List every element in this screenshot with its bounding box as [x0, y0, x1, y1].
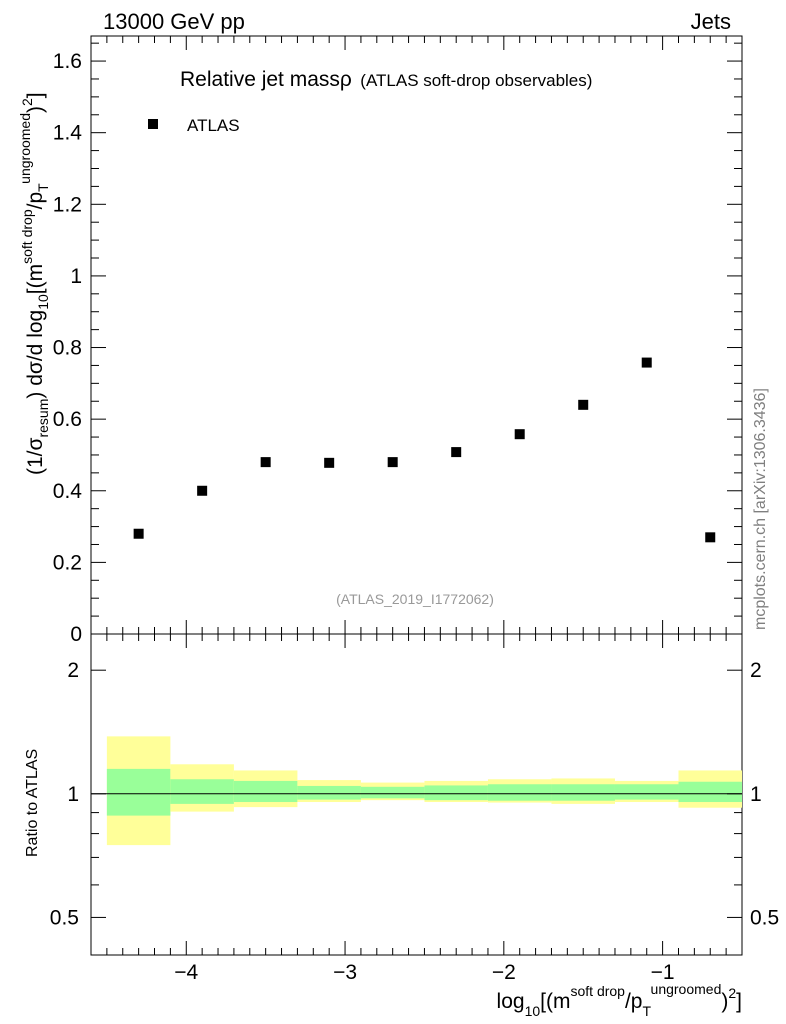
ratio-inner-band: [551, 784, 615, 801]
x-axis-label: log10[(msoft drop/pTungroomed)2]: [497, 981, 742, 1019]
header-left: 13000 GeV pp: [103, 9, 245, 34]
ratio-inner-band: [487, 784, 552, 801]
chart-title: Relative jet massρ (ATLAS soft-drop obse…: [180, 68, 592, 91]
ratio-inner-band: [678, 781, 742, 803]
ratio-y-tick-label-right: 2: [750, 659, 762, 682]
x-tick-label: −4: [174, 961, 198, 984]
x-axis-ticks: [90, 36, 743, 955]
ratio-y-tick-label-left: 2: [67, 659, 79, 682]
ratio-y-tick-labels: 0.5 0.5 1 1 2 2: [50, 659, 779, 929]
data-point: [514, 429, 525, 440]
ratio-y-axis-ticks: [91, 669, 742, 918]
data-point: [324, 457, 335, 468]
main-y-tick-label: 0: [70, 623, 82, 646]
ratio-inner-band: [170, 779, 234, 804]
data-point: [387, 457, 398, 468]
main-y-tick-label: 1.6: [53, 50, 82, 73]
data-point: [451, 447, 462, 458]
mcplots-label: mcplots.cern.ch [arXiv:1306.3436]: [752, 388, 769, 630]
main-y-tick-labels: 0 0.2 0.4 0.6 0.8 1 1.2 1.4 1.6: [53, 50, 83, 646]
ratio-inner-band: [424, 785, 488, 801]
ratio-inner-band: [297, 785, 361, 800]
data-point: [133, 528, 144, 539]
data-point: [260, 457, 271, 468]
ratio-inner-band: [233, 780, 298, 803]
data-point: [705, 532, 716, 543]
ratio-y-tick-label-left: 1: [67, 783, 79, 806]
x-tick-label: −2: [492, 961, 516, 984]
main-y-axis-ticks: [91, 42, 742, 635]
ratio-y-tick-label-left: 0.5: [50, 906, 79, 929]
x-tick-label: −1: [651, 961, 675, 984]
data-point: [197, 485, 208, 496]
x-tick-labels: −4 −3 −2 −1: [174, 961, 674, 984]
legend-marker: [148, 119, 158, 129]
main-y-tick-label: 0.8: [53, 337, 82, 360]
data-point: [641, 357, 652, 368]
ratio-y-tick-label-right: 1: [750, 783, 762, 806]
main-y-tick-label: 0.4: [53, 480, 83, 503]
main-y-tick-label: 0.6: [53, 408, 82, 431]
chart-title-main: Relative jet massρ: [180, 68, 352, 91]
data-markers: [133, 357, 716, 543]
ratio-inner-band: [360, 786, 425, 799]
ratio-y-axis-label: Ratio to ATLAS: [24, 749, 41, 857]
main-y-tick-label: 1.2: [53, 193, 82, 216]
data-point: [578, 399, 589, 410]
ratio-inner-band: [106, 768, 171, 816]
legend-label: ATLAS: [187, 116, 240, 135]
x-tick-label: −3: [333, 961, 357, 984]
header-right: Jets: [691, 9, 731, 34]
chart-title-sub: (ATLAS soft-drop observables): [360, 71, 592, 90]
main-y-tick-label: 0.2: [53, 551, 82, 574]
main-y-tick-label: 1.4: [53, 122, 83, 145]
main-y-tick-label: 1: [70, 265, 82, 288]
ratio-y-tick-label-right: 0.5: [750, 906, 779, 929]
main-y-axis-label: (1/σresum) dσ/d log10[(msoft drop/pTungr…: [17, 92, 51, 475]
ratio-inner-band: [614, 784, 679, 800]
analysis-label: (ATLAS_2019_I1772062): [336, 591, 494, 607]
ratio-bands: [106, 736, 742, 846]
